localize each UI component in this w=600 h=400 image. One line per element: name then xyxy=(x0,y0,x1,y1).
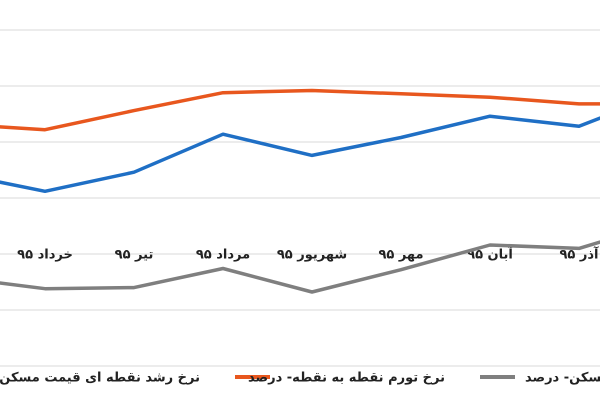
series-line xyxy=(0,88,600,132)
x-tick-label: تیر ۹۵ xyxy=(115,248,154,263)
legend-label: نرخ تورم نقطه به نقطه- درصد xyxy=(248,371,445,386)
legend-label: نرخ رشد نقطه ای قیمت مسکن در xyxy=(0,371,200,386)
x-tick-label: مرداد ۹۵ xyxy=(196,248,250,263)
x-tick-label: شهریور ۹۵ xyxy=(277,248,347,263)
x-tick-label: خرداد ۹۵ xyxy=(17,248,73,263)
legend-label: مسکن- درصد xyxy=(525,371,600,386)
series-line xyxy=(0,114,600,194)
series-line xyxy=(0,240,600,294)
x-tick-label: مهر ۹۵ xyxy=(378,248,423,263)
